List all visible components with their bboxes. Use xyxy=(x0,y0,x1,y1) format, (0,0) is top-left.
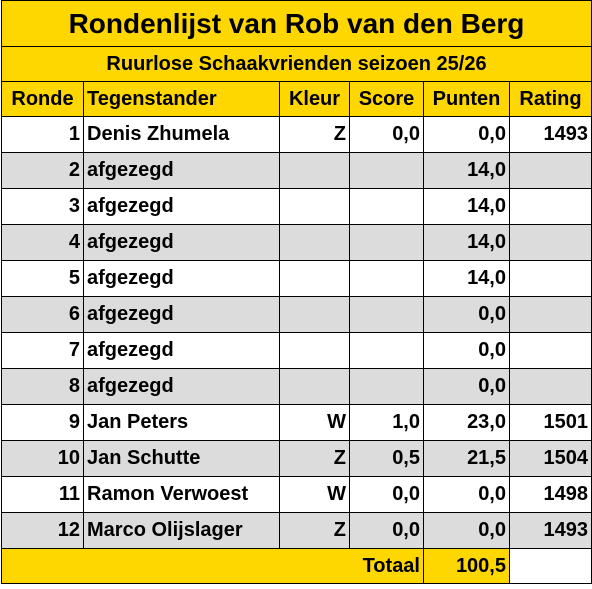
total-row: Totaal 100,5 xyxy=(1,548,592,584)
cell-tegenstander: Jan Peters xyxy=(83,404,280,441)
cell-ronde: 3 xyxy=(1,188,84,225)
cell-score: 0,0 xyxy=(349,512,424,549)
cell-tegenstander: afgezegd xyxy=(83,260,280,297)
table-row: 11 Ramon Verwoest W 0,0 0,0 1498 xyxy=(1,476,592,513)
cell-score xyxy=(349,224,424,261)
cell-rating xyxy=(509,260,592,297)
total-label: Totaal xyxy=(1,548,424,584)
cell-tegenstander: afgezegd xyxy=(83,296,280,333)
table-row: 1 Denis Zhumela Z 0,0 0,0 1493 xyxy=(1,116,592,153)
cell-tegenstander: Denis Zhumela xyxy=(83,116,280,153)
cell-kleur xyxy=(279,260,350,297)
cell-rating xyxy=(509,296,592,333)
cell-tegenstander: afgezegd xyxy=(83,188,280,225)
cell-punten: 0,0 xyxy=(423,116,510,153)
header-rating: Rating xyxy=(509,81,592,117)
cell-score xyxy=(349,260,424,297)
cell-kleur xyxy=(279,296,350,333)
cell-tegenstander: afgezegd xyxy=(83,224,280,261)
table-row: 10 Jan Schutte Z 0,5 21,5 1504 xyxy=(1,440,592,477)
cell-ronde: 10 xyxy=(1,440,84,477)
cell-kleur xyxy=(279,368,350,405)
cell-ronde: 8 xyxy=(1,368,84,405)
cell-score xyxy=(349,368,424,405)
cell-rating: 1493 xyxy=(509,116,592,153)
cell-punten: 0,0 xyxy=(423,512,510,549)
table-row: 12 Marco Olijslager Z 0,0 0,0 1493 xyxy=(1,512,592,549)
cell-punten: 0,0 xyxy=(423,476,510,513)
cell-kleur: Z xyxy=(279,440,350,477)
cell-kleur xyxy=(279,188,350,225)
cell-tegenstander: afgezegd xyxy=(83,152,280,189)
cell-punten: 14,0 xyxy=(423,188,510,225)
cell-score: 0,0 xyxy=(349,116,424,153)
total-value: 100,5 xyxy=(423,548,510,584)
cell-ronde: 12 xyxy=(1,512,84,549)
cell-ronde: 7 xyxy=(1,332,84,369)
cell-punten: 0,0 xyxy=(423,368,510,405)
cell-ronde: 6 xyxy=(1,296,84,333)
cell-rating xyxy=(509,188,592,225)
table-row: 9 Jan Peters W 1,0 23,0 1501 xyxy=(1,404,592,441)
cell-tegenstander: Marco Olijslager xyxy=(83,512,280,549)
header-score: Score xyxy=(349,81,424,117)
cell-kleur xyxy=(279,152,350,189)
cell-ronde: 9 xyxy=(1,404,84,441)
cell-punten: 21,5 xyxy=(423,440,510,477)
cell-score: 1,0 xyxy=(349,404,424,441)
table-row: 4 afgezegd 14,0 xyxy=(1,224,592,261)
table-row: 7 afgezegd 0,0 xyxy=(1,332,592,369)
cell-score xyxy=(349,152,424,189)
table-header: Ronde Tegenstander Kleur Score Punten Ra… xyxy=(1,81,592,117)
table-row: 2 afgezegd 14,0 xyxy=(1,152,592,189)
cell-tegenstander: afgezegd xyxy=(83,332,280,369)
cell-punten: 23,0 xyxy=(423,404,510,441)
cell-kleur xyxy=(279,224,350,261)
cell-score xyxy=(349,188,424,225)
cell-kleur: W xyxy=(279,404,350,441)
cell-rating xyxy=(509,152,592,189)
total-empty-cell xyxy=(509,548,592,584)
cell-rating: 1501 xyxy=(509,404,592,441)
header-ronde: Ronde xyxy=(1,81,84,117)
cell-kleur: Z xyxy=(279,512,350,549)
cell-ronde: 1 xyxy=(1,116,84,153)
cell-ronde: 11 xyxy=(1,476,84,513)
cell-tegenstander: Ramon Verwoest xyxy=(83,476,280,513)
cell-score: 0,5 xyxy=(349,440,424,477)
cell-kleur: W xyxy=(279,476,350,513)
cell-punten: 0,0 xyxy=(423,296,510,333)
table-row: 3 afgezegd 14,0 xyxy=(1,188,592,225)
cell-ronde: 2 xyxy=(1,152,84,189)
page-title: Rondenlijst van Rob van den Berg xyxy=(1,0,592,47)
cell-rating: 1504 xyxy=(509,440,592,477)
header-tegenstander: Tegenstander xyxy=(83,81,280,117)
cell-punten: 14,0 xyxy=(423,224,510,261)
cell-kleur: Z xyxy=(279,116,350,153)
cell-rating: 1493 xyxy=(509,512,592,549)
cell-ronde: 4 xyxy=(1,224,84,261)
cell-tegenstander: afgezegd xyxy=(83,368,280,405)
cell-punten: 0,0 xyxy=(423,332,510,369)
page-subtitle: Ruurlose Schaakvrienden seizoen 25/26 xyxy=(1,46,592,82)
header-kleur: Kleur xyxy=(279,81,350,117)
table-row: 6 afgezegd 0,0 xyxy=(1,296,592,333)
cell-punten: 14,0 xyxy=(423,260,510,297)
cell-rating: 1498 xyxy=(509,476,592,513)
table-row: 8 afgezegd 0,0 xyxy=(1,368,592,405)
cell-ronde: 5 xyxy=(1,260,84,297)
table-body: 1 Denis Zhumela Z 0,0 0,0 1493 2 afgezegd 14,0 3 a… xyxy=(1,116,592,549)
cell-rating xyxy=(509,224,592,261)
cell-score xyxy=(349,332,424,369)
cell-kleur xyxy=(279,332,350,369)
header-punten: Punten xyxy=(423,81,510,117)
cell-score: 0,0 xyxy=(349,476,424,513)
table-row: 5 afgezegd 14,0 xyxy=(1,260,592,297)
cell-punten: 14,0 xyxy=(423,152,510,189)
cell-score xyxy=(349,296,424,333)
cell-rating xyxy=(509,332,592,369)
cell-tegenstander: Jan Schutte xyxy=(83,440,280,477)
cell-rating xyxy=(509,368,592,405)
